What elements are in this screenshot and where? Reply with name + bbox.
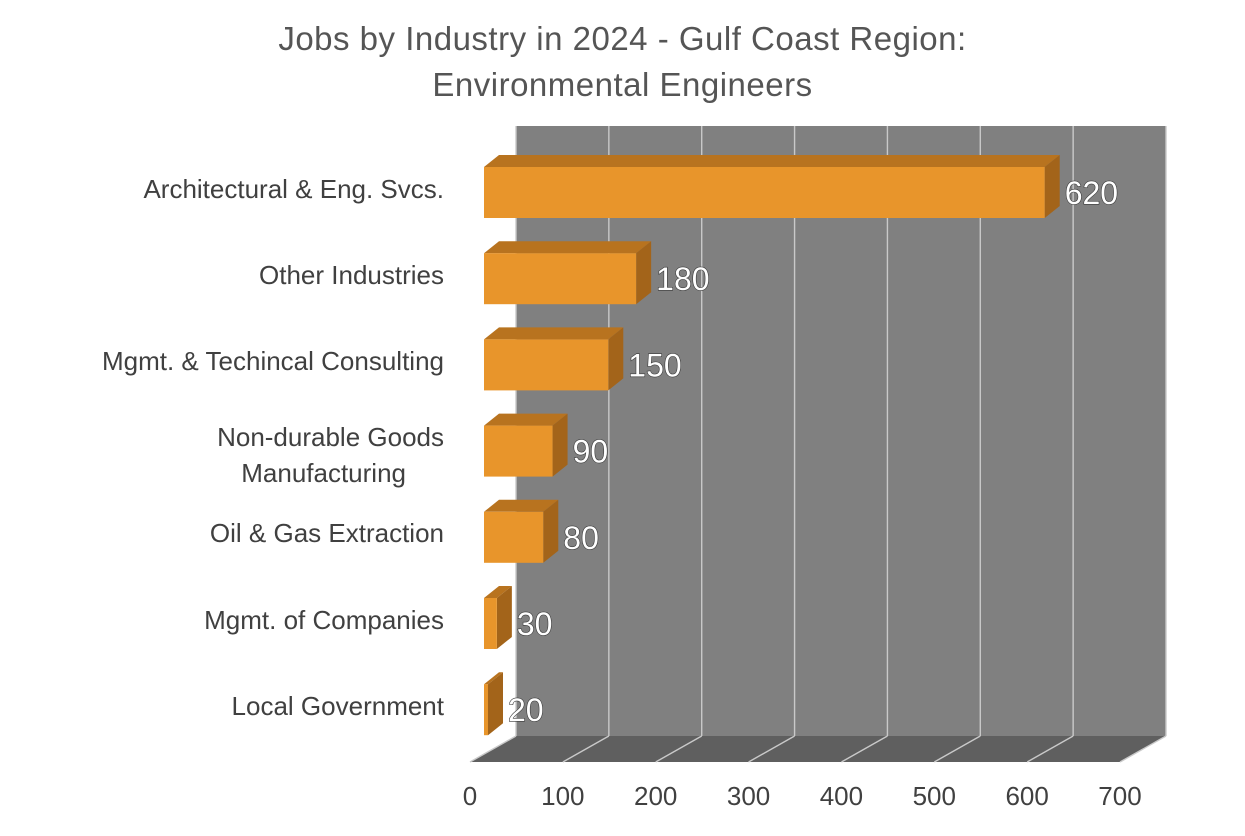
category-label-line: Other Industries xyxy=(259,259,444,290)
bar-top-face xyxy=(484,672,503,685)
category-label: Mgmt. of Companies xyxy=(24,602,444,638)
bar xyxy=(484,167,1045,218)
category-label-line: Mgmt. of Companies xyxy=(204,604,444,635)
category-label-line: Non-durable Goods xyxy=(217,422,444,453)
bar xyxy=(484,253,637,305)
category-label: Local Government xyxy=(24,688,444,724)
category-label-line: Manufacturing xyxy=(241,458,406,489)
bar xyxy=(484,339,609,391)
category-label: Non-durable Goods Manufacturing xyxy=(24,419,444,491)
x-tick-label: 400 xyxy=(819,781,864,811)
gridline-floor xyxy=(562,735,610,763)
data-label: 90 xyxy=(573,434,609,470)
chart-title-line-2: Environmental Engineers xyxy=(432,66,813,103)
data-label: 20 xyxy=(508,692,544,728)
category-label: Mgmt. & Techincal Consulting xyxy=(24,343,444,379)
data-label: 30 xyxy=(517,606,553,642)
bar-side-face xyxy=(1044,155,1060,218)
data-label: 150 xyxy=(628,347,681,383)
bar-side-face xyxy=(543,499,559,563)
data-label: 620 xyxy=(1065,175,1118,211)
gridline-floor xyxy=(841,735,888,763)
category-label-line: Architectural & Eng. Svcs. xyxy=(143,173,444,204)
data-label: 80 xyxy=(563,520,599,556)
category-label: Architectural & Eng. Svcs. xyxy=(24,171,444,207)
category-label: Oil & Gas Extraction xyxy=(24,515,444,551)
x-tick-label: 600 xyxy=(1005,781,1049,811)
data-label: 180 xyxy=(656,261,709,297)
gridline-floor xyxy=(933,735,981,763)
gridline-floor xyxy=(748,735,795,763)
bar xyxy=(484,598,497,649)
bar-side-face xyxy=(496,586,512,649)
bar-top-face xyxy=(484,155,1060,167)
x-tick-label: 100 xyxy=(541,781,585,811)
x-tick-label: 0 xyxy=(462,781,478,811)
category-label-line: Local Government xyxy=(231,690,444,721)
bar-top-face xyxy=(484,499,559,512)
bar-side-face xyxy=(488,672,503,736)
gridline-floor xyxy=(1119,735,1167,763)
bar xyxy=(484,511,544,563)
gridline-floor xyxy=(469,735,517,763)
gridline-floor xyxy=(655,735,703,763)
chart-title-line-1: Jobs by Industry in 2024 - Gulf Coast Re… xyxy=(278,20,967,57)
x-tick-label: 700 xyxy=(1098,781,1142,811)
x-tick-label: 300 xyxy=(726,781,771,811)
floor xyxy=(470,736,1166,762)
bar-side-face xyxy=(608,327,624,391)
bar-side-face xyxy=(552,413,568,477)
bar-top-face xyxy=(484,327,624,340)
bar xyxy=(484,684,488,736)
gridline-floor xyxy=(1026,735,1074,763)
back-wall xyxy=(516,126,1166,736)
bar-side-face xyxy=(636,241,652,305)
x-tick-label: 500 xyxy=(912,781,956,811)
category-label-line: Oil & Gas Extraction xyxy=(209,518,444,549)
bar-top-face xyxy=(484,241,652,254)
bar-top-face xyxy=(484,586,512,598)
bar xyxy=(484,425,553,477)
bar-top-face xyxy=(484,413,568,426)
category-label: Other Industries xyxy=(24,257,444,293)
x-tick-label: 200 xyxy=(634,781,678,811)
category-label-line: Mgmt. & Techincal Consulting xyxy=(101,345,444,376)
